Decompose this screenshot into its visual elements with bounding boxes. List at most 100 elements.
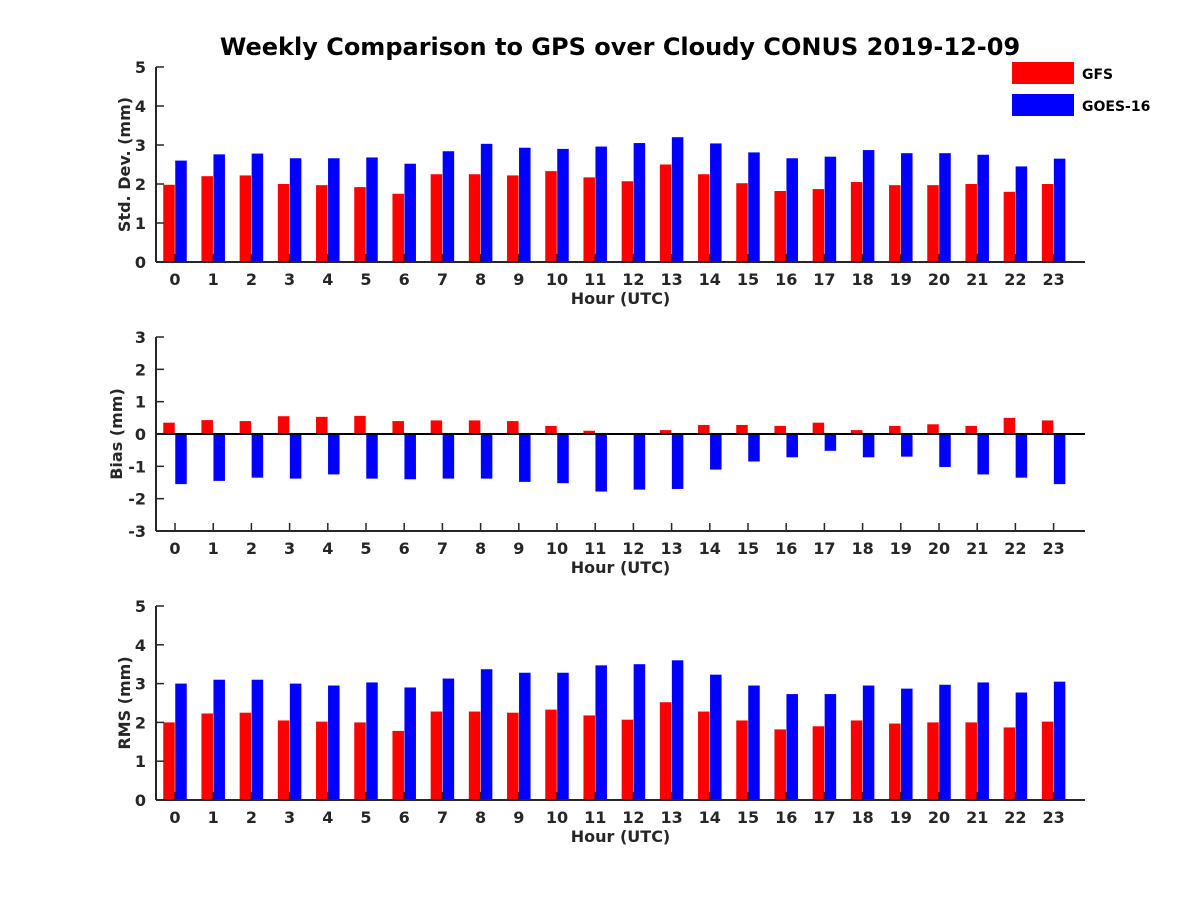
x-tick-label: 19 [890,808,912,827]
bar-gfs-4 [316,185,328,262]
y-tick-label: 5 [135,58,146,77]
bar-gfs-7 [430,174,443,262]
bar-goes-16-19 [901,434,913,457]
bar-goes-16-6 [404,163,416,262]
x-tick-label: 4 [322,808,333,827]
chart-title: Weekly Comparison to GPS over Cloudy CON… [220,33,1020,61]
x-tick-label: 16 [775,270,797,289]
x-tick-label: 1 [208,270,219,289]
bar-goes-16-20 [939,153,951,262]
bar-gfs-8 [468,174,481,262]
y-tick-label: 2 [135,713,146,732]
bar-goes-16-6 [404,434,416,480]
x-tick-label: 4 [322,539,333,558]
bar-gfs-10 [545,709,557,800]
bar-gfs-11 [583,430,595,434]
bar-goes-16-3 [289,434,302,479]
bar-gfs-22 [1003,417,1016,434]
x-tick-label: 23 [1042,539,1064,558]
bar-gfs-13 [659,164,672,262]
bar-goes-16-16 [786,434,798,458]
bar-gfs-6 [392,421,404,434]
x-tick-label: 20 [928,270,950,289]
x-tick-label: 9 [513,539,524,558]
bar-gfs-2 [239,421,252,434]
bar-gfs-6 [392,193,404,262]
bar-goes-16-6 [404,687,416,800]
bar-gfs-19 [889,723,901,800]
bar-goes-16-1 [213,154,225,262]
x-tick-label: 14 [699,539,721,558]
bar-gfs-1 [201,176,213,262]
bar-gfs-15 [736,720,748,800]
bar-goes-16-4 [328,434,340,475]
bar-goes-16-2 [251,679,264,800]
x-tick-label: 14 [699,270,721,289]
y-tick-label: -3 [128,522,146,541]
bar-gfs-9 [507,712,519,800]
bar-goes-16-0 [175,683,187,800]
bar-gfs-5 [354,187,366,262]
y-tick-label: 0 [135,253,146,272]
y-tick-label: 1 [135,393,146,412]
bar-goes-16-20 [939,434,951,467]
bar-gfs-23 [1041,721,1054,800]
bar-goes-16-10 [557,148,569,262]
bar-gfs-20 [927,424,939,434]
bar-goes-16-5 [366,682,378,800]
bar-goes-16-15 [748,434,760,462]
bar-goes-16-12 [633,434,646,490]
bar-goes-16-0 [175,160,187,262]
bar-gfs-23 [1041,184,1054,262]
bar-gfs-3 [277,416,290,434]
bar-gfs-23 [1041,420,1054,434]
bar-gfs-7 [430,711,443,800]
bar-goes-16-8 [480,669,493,800]
y-tick-label: 4 [135,97,146,116]
bar-goes-16-3 [289,158,302,262]
x-tick-label: 23 [1042,808,1064,827]
bar-gfs-8 [468,711,481,800]
bar-goes-16-15 [748,685,760,800]
bar-goes-16-9 [519,434,531,482]
bar-goes-16-5 [366,157,378,262]
x-tick-label: 16 [775,539,797,558]
x-tick-label: 9 [513,270,524,289]
bar-gfs-7 [430,420,443,434]
x-tick-label: 9 [513,808,524,827]
x-tick-label: 11 [584,270,606,289]
x-tick-label: 21 [966,270,988,289]
x-tick-label: 10 [546,808,568,827]
x-tick-label: 18 [851,270,873,289]
bar-gfs-5 [354,415,366,434]
bar-goes-16-1 [213,434,225,481]
bar-gfs-13 [659,702,672,800]
y-tick-label: -1 [128,457,146,476]
bar-gfs-14 [698,424,710,434]
bar-goes-16-22 [1015,166,1028,262]
bar-gfs-12 [621,181,634,262]
x-tick-label: 1 [208,539,219,558]
bar-gfs-17 [812,726,825,800]
bar-gfs-3 [277,720,290,800]
x-tick-label: 6 [399,808,410,827]
x-tick-label: 10 [546,270,568,289]
bar-goes-16-1 [213,679,225,800]
y-tick-label: 5 [135,597,146,616]
x-tick-label: 6 [399,539,410,558]
x-tick-label: 22 [1004,270,1026,289]
y-tick-label: 1 [135,214,146,233]
x-tick-label: 15 [737,808,759,827]
x-tick-label: 18 [851,539,873,558]
bar-gfs-0 [163,722,175,800]
x-tick-label: 0 [169,808,180,827]
bar-goes-16-19 [901,688,913,800]
y-tick-label: 3 [135,675,146,694]
bar-goes-16-11 [595,665,607,800]
bar-gfs-9 [507,175,519,262]
bar-goes-16-13 [671,660,684,800]
